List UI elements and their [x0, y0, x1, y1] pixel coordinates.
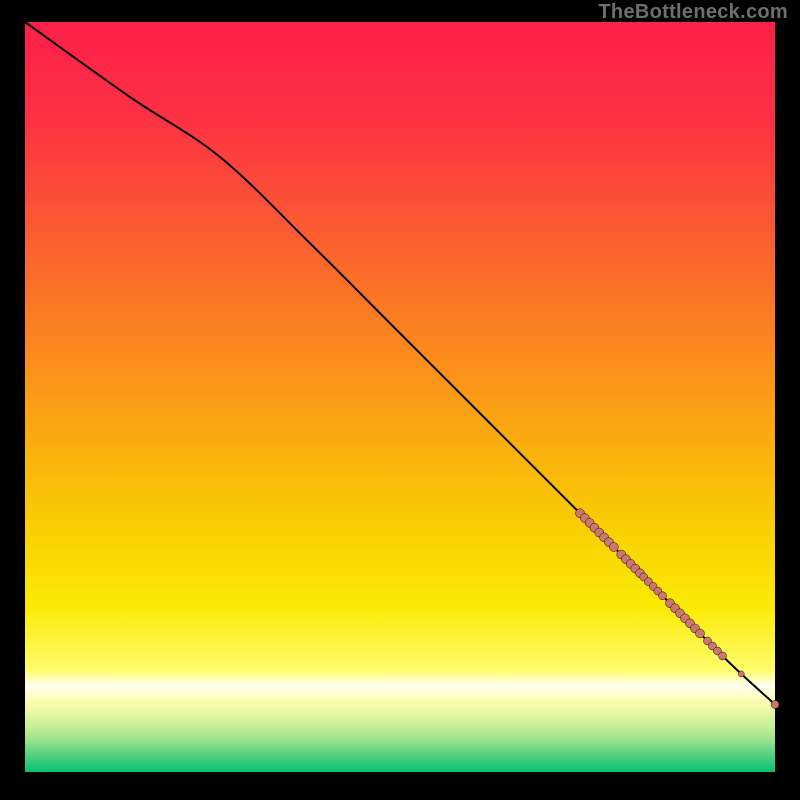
plot-background — [25, 22, 775, 772]
data-point — [738, 671, 744, 677]
data-point — [609, 542, 618, 551]
bottleneck-chart — [0, 0, 800, 800]
data-point — [719, 652, 727, 660]
chart-frame: TheBottleneck.com — [0, 0, 800, 800]
data-point — [659, 592, 667, 600]
data-point — [696, 629, 705, 638]
data-point — [771, 700, 779, 708]
